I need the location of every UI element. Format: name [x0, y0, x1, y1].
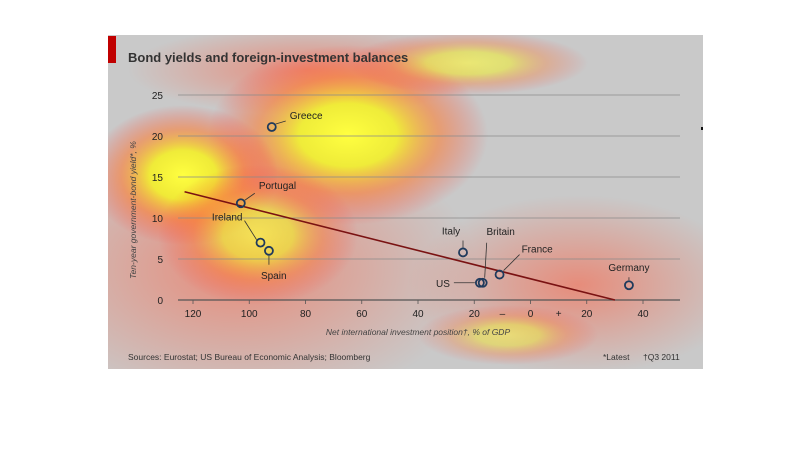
data-point-label: Greece	[290, 111, 323, 122]
data-point	[458, 247, 468, 258]
x-tick-label: 40	[412, 309, 424, 320]
chart-svg: Bond yields and foreign-investment balan…	[108, 35, 703, 369]
y-tick-label: 20	[152, 132, 164, 143]
x-tick-label: 20	[469, 309, 481, 320]
x-tick-label: +	[556, 309, 562, 320]
trend-layer	[184, 190, 616, 301]
x-tick-label: 60	[356, 309, 368, 320]
title-accent-bar	[108, 36, 116, 63]
data-point-label: Britain	[487, 227, 515, 238]
data-point-label: Germany	[608, 263, 649, 274]
data-point-label: Portugal	[259, 181, 296, 192]
x-tick-label: 120	[185, 309, 202, 320]
data-point	[494, 269, 505, 280]
trend-line	[184, 190, 616, 301]
chart-title: Bond yields and foreign-investment balan…	[128, 50, 408, 65]
y-tick-label: 15	[152, 173, 164, 184]
note-q3: †Q3 2011	[643, 352, 680, 362]
point-leader-line	[244, 192, 256, 201]
edge-mark	[701, 127, 703, 130]
grid-layer	[178, 94, 680, 301]
point-leader-line	[244, 220, 257, 240]
point-leader-line	[503, 254, 520, 271]
x-tick-label: 0	[528, 309, 534, 320]
data-point	[624, 280, 634, 291]
point-leader-line	[484, 242, 488, 278]
data-point-label: Spain	[261, 271, 287, 282]
data-point	[264, 245, 274, 256]
data-point-label: Italy	[442, 226, 460, 237]
points-layer: Greece Portugal Ireland Spain Italy Britain US…	[212, 111, 650, 291]
data-point	[235, 198, 246, 209]
data-point	[266, 122, 277, 132]
sources-text: Sources: Eurostat; US Bureau of Economic…	[128, 352, 371, 362]
data-point	[474, 277, 485, 288]
x-tick-label: 100	[241, 309, 258, 320]
chart-figure: Bond yields and foreign-investment balan…	[108, 35, 703, 369]
x-tick-label: 20	[581, 309, 593, 320]
y-tick-label: 0	[157, 296, 163, 307]
y-tick-label: 25	[152, 91, 164, 102]
x-tick-label: –	[500, 309, 506, 320]
data-point	[255, 237, 266, 248]
data-point-label: France	[522, 245, 554, 256]
data-point-label: Ireland	[212, 213, 243, 224]
axis-layer: 0 5 10 15 20 25 120 100 80 60 40 20 – 0 +20 40	[152, 91, 649, 320]
x-tick-label: 80	[300, 309, 312, 320]
y-tick-label: 5	[157, 255, 163, 266]
x-tick-label: 40	[637, 309, 649, 320]
note-latest: *Latest	[603, 352, 630, 362]
point-leader-line	[275, 120, 286, 125]
x-axis-title: Net international investment position†, …	[326, 327, 511, 337]
y-axis-title: Ten-year government-bond yield*, %	[128, 141, 138, 279]
y-tick-label: 10	[152, 214, 164, 225]
data-point-label: US	[436, 279, 450, 290]
